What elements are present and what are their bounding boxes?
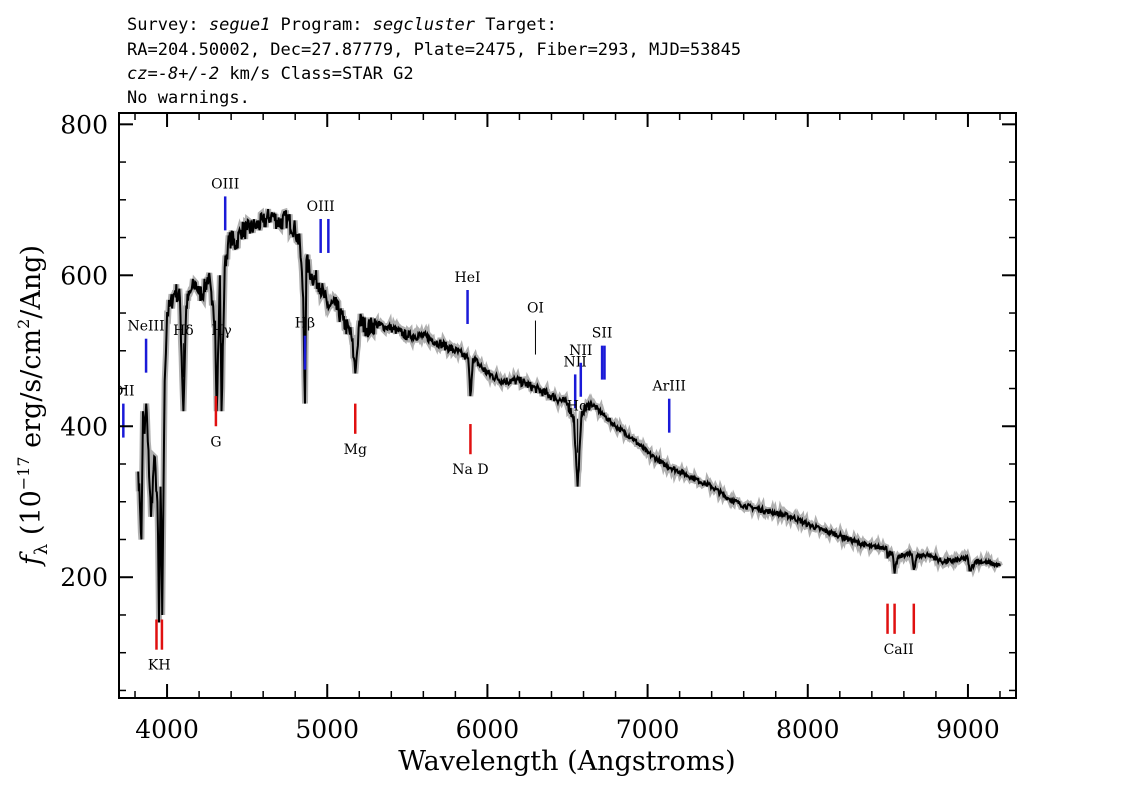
emission-line-label: Hβ — [295, 316, 315, 332]
y-tick-label: 200 — [60, 563, 108, 592]
absorption-line-label: G — [210, 434, 221, 450]
header-line-1: Survey: segue1 Program: segcluster Targe… — [127, 15, 557, 35]
emission-line-label: Hδ — [173, 323, 194, 339]
y-tick-label: 800 — [60, 110, 108, 139]
emission-line-label: ArIII — [652, 379, 686, 395]
header-line-2: RA=204.50002, Dec=27.87779, Plate=2475, … — [127, 40, 741, 60]
absorption-line-label: CaII — [884, 642, 914, 658]
x-tick-label: 9000 — [936, 715, 1000, 744]
error-band — [135, 207, 1003, 623]
absorption-line-label: Na D — [452, 462, 488, 478]
emission-line-label: NII — [569, 343, 592, 359]
emission-line-label: Hα — [567, 399, 589, 415]
axis-ticks: 4000 5000 6000 7000 8000 9000 200 400 600 800 — [60, 110, 1016, 744]
absorption-line-label: Mg — [344, 442, 367, 458]
y-axis-label: fλ (10−17 erg/s/cm2/Ang) — [14, 245, 52, 567]
x-tick-label: 5000 — [295, 715, 359, 744]
emission-line-label: OI — [527, 301, 544, 317]
header: Survey: segue1 Program: segcluster Targe… — [127, 15, 741, 108]
absorption-line-label: KH — [148, 658, 171, 674]
emission-line-label: NeIII — [127, 319, 164, 335]
header-line-4: No warnings. — [127, 88, 250, 108]
plot-frame — [118, 112, 1017, 699]
x-tick-label: 4000 — [135, 715, 199, 744]
emission-line-label: HeI — [455, 270, 481, 286]
emission-line-label: OIII — [211, 176, 239, 192]
emission-line-label: OIII — [307, 199, 335, 215]
emission-line-label: Hγ — [211, 323, 232, 339]
emission-line-label: OII — [112, 384, 135, 400]
y-tick-label: 600 — [60, 261, 108, 290]
spectrum-line — [137, 208, 1001, 623]
x-axis-label: Wavelength (Angstroms) — [398, 746, 735, 777]
x-tick-label: 8000 — [776, 715, 840, 744]
x-tick-label: 7000 — [616, 715, 680, 744]
emission-line-label: SII — [592, 326, 613, 342]
header-line-3: cz=-8+/-2 km/s Class=STAR G2 — [127, 64, 414, 84]
x-tick-label: 6000 — [456, 715, 520, 744]
y-tick-label: 400 — [60, 412, 108, 441]
